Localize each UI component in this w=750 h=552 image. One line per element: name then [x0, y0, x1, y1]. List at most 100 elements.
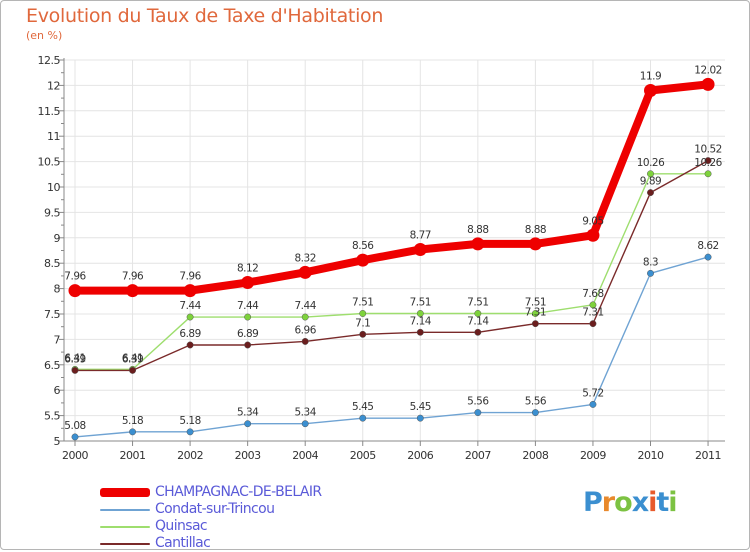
data-point-condat-sur-trincou — [129, 428, 137, 436]
data-point-quinsac — [589, 301, 597, 309]
proxiti-logo: Proxiti — [583, 487, 678, 518]
data-point-cantillac — [647, 189, 654, 197]
series-line-condat-sur-trincou — [74, 256, 709, 438]
data-label-quinsac: 7.51 — [352, 296, 373, 308]
data-point-cantillac — [359, 330, 367, 338]
data-label-champagnac-de-belair: 8.88 — [467, 224, 488, 236]
data-point-champagnac-de-belair — [126, 284, 140, 298]
data-point-cantillac — [531, 320, 539, 328]
y-tick-label: 11.5 — [38, 105, 61, 118]
data-label-cantillac: 6.39 — [64, 353, 85, 365]
x-tick-label: 2002 — [177, 449, 203, 462]
data-point-condat-sur-trincou — [647, 269, 654, 277]
legend-label: Quinsac — [155, 518, 208, 534]
data-label-champagnac-de-belair: 8.12 — [237, 263, 258, 275]
data-label-quinsac: 7.51 — [467, 296, 488, 308]
data-point-champagnac-de-belair — [356, 253, 370, 267]
data-point-cantillac — [474, 328, 482, 336]
data-point-condat-sur-trincou — [186, 428, 194, 436]
x-tick-label: 2001 — [120, 449, 146, 462]
legend-swatch — [100, 526, 150, 528]
legend-label: CHAMPAGNAC-DE-BELAIR — [155, 484, 322, 500]
data-labels: 5.08 5.18 5.18 5.34 5.34 5.45 5.45 5.56 5.56 5.72… — [64, 64, 723, 432]
y-tick-label: 9.5 — [44, 206, 60, 219]
logo-letter: t — [656, 487, 669, 518]
data-label-cantillac: 6.39 — [122, 353, 143, 365]
data-point-champagnac-de-belair — [68, 284, 82, 298]
data-label-condat-sur-trincou: 5.18 — [122, 415, 143, 427]
data-point-cantillac — [704, 157, 712, 165]
data-label-cantillac: 6.89 — [237, 328, 258, 340]
x-tick-label: 2000 — [62, 449, 88, 462]
data-point-champagnac-de-belair — [701, 77, 715, 91]
series-line-quinsac — [74, 173, 709, 371]
x-tick-label: 2004 — [292, 449, 318, 462]
data-label-condat-sur-trincou: 5.45 — [410, 401, 431, 413]
data-label-condat-sur-trincou: 5.72 — [582, 387, 603, 399]
logo-letter: o — [614, 487, 633, 518]
data-point-condat-sur-trincou — [474, 409, 482, 417]
data-label-champagnac-de-belair: 12.02 — [694, 64, 722, 76]
y-tick-label: 8 — [54, 283, 61, 296]
x-tick-labels: 2000 2001 2002 2003 2004 2005 2006 2007 2008 2009… — [62, 449, 722, 462]
data-point-condat-sur-trincou — [589, 400, 597, 408]
legend-label: Cantillac — [155, 535, 211, 551]
axes — [59, 58, 725, 446]
x-tick-label: 2010 — [638, 449, 664, 462]
data-point-condat-sur-trincou — [244, 420, 252, 428]
data-point-champagnac-de-belair — [298, 265, 312, 279]
series-line-cantillac — [74, 159, 709, 372]
data-point-quinsac — [474, 310, 482, 317]
logo-letter: i — [668, 487, 677, 518]
data-point-champagnac-de-belair — [471, 237, 485, 251]
data-label-cantillac: 7.31 — [525, 307, 546, 319]
data-point-quinsac — [531, 310, 539, 317]
y-tick-label: 11 — [47, 130, 60, 143]
data-point-cantillac — [71, 366, 79, 374]
y-tick-label: 5.5 — [44, 410, 60, 423]
data-point-cantillac — [301, 337, 309, 345]
data-label-champagnac-de-belair: 8.77 — [410, 229, 431, 241]
data-point-quinsac — [647, 170, 654, 178]
data-point-champagnac-de-belair — [413, 242, 427, 256]
data-point-cantillac — [186, 341, 194, 349]
y-tick-label: 8.5 — [44, 257, 60, 270]
legend-swatch — [100, 543, 150, 545]
data-label-quinsac: 7.51 — [410, 296, 431, 308]
data-label-cantillac: 6.96 — [295, 324, 317, 336]
data-point-champagnac-de-belair — [586, 228, 600, 242]
data-label-champagnac-de-belair: 11.9 — [640, 70, 661, 82]
series-line-champagnac-de-belair — [71, 80, 713, 295]
data-label-quinsac: 6.41 — [64, 352, 85, 364]
data-point-quinsac — [359, 310, 367, 317]
data-label-champagnac-de-belair: 8.56 — [352, 240, 374, 252]
data-label-condat-sur-trincou: 5.34 — [237, 407, 259, 419]
data-point-condat-sur-trincou — [416, 414, 424, 422]
data-label-cantillac: 7.31 — [582, 307, 603, 319]
data-label-quinsac: 7.51 — [525, 296, 546, 308]
y-tick-label: 10.5 — [38, 156, 61, 169]
data-label-quinsac: 7.44 — [295, 300, 317, 312]
x-tick-label: 2011 — [695, 449, 721, 462]
y-tick-label: 10 — [47, 181, 60, 194]
x-tick-label: 2006 — [407, 449, 433, 462]
y-tick-label: 6.5 — [44, 359, 60, 372]
legend-label: Condat-sur-Trincou — [155, 501, 275, 517]
data-label-condat-sur-trincou: 5.56 — [525, 396, 547, 408]
data-label-cantillac: 9.89 — [640, 176, 661, 188]
data-label-champagnac-de-belair: 8.88 — [525, 224, 546, 236]
x-tick-label: 2007 — [465, 449, 491, 462]
data-label-cantillac: 6.89 — [179, 328, 200, 340]
data-label-cantillac: 7.1 — [355, 317, 370, 329]
data-label-condat-sur-trincou: 5.34 — [295, 407, 317, 419]
x-tick-label: 2008 — [522, 449, 548, 462]
data-label-quinsac: 7.44 — [179, 300, 201, 312]
data-point-quinsac — [704, 170, 712, 178]
data-label-quinsac: 10.26 — [694, 157, 722, 169]
series-group — [68, 77, 715, 441]
data-label-quinsac: 7.68 — [582, 288, 603, 300]
data-label-champagnac-de-belair: 7.96 — [122, 271, 144, 283]
logo-letter: P — [583, 487, 603, 518]
data-point-cantillac — [416, 328, 424, 336]
